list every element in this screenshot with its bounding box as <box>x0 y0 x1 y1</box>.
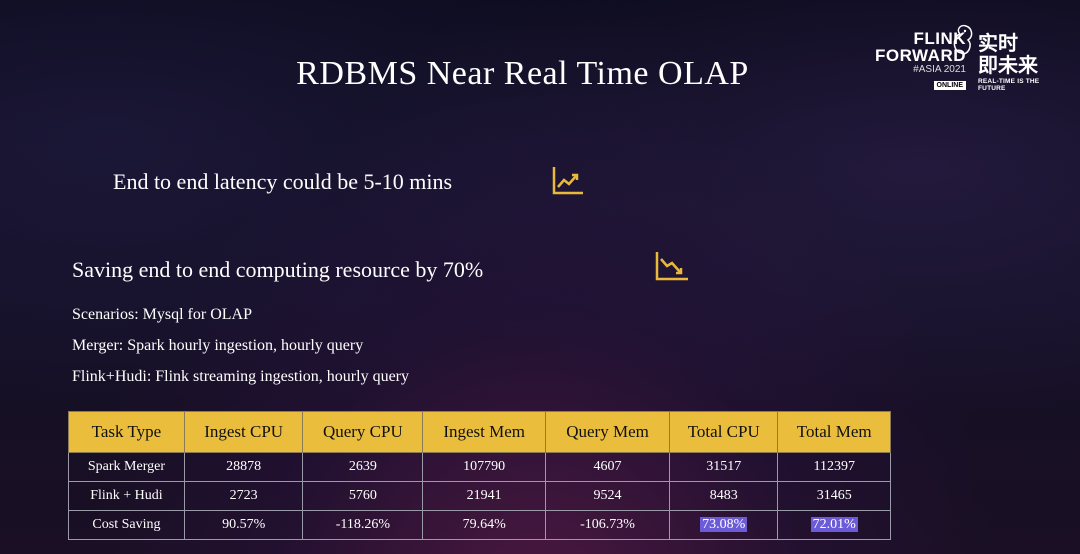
table-cell: 21941 <box>422 481 546 511</box>
flink-forward-logo: FLINK FORWARD #ASIA 2021 ONLINE <box>858 30 966 91</box>
logo-cn-line2: 即未来 <box>978 53 1038 77</box>
table-cell: 5760 <box>302 481 424 511</box>
latency-bullet: End to end latency could be 5-10 mins <box>113 169 453 194</box>
header-ingest-cpu: Ingest CPU <box>183 411 304 453</box>
header-total-mem: Total Mem <box>777 411 891 453</box>
logo-line-asia: #ASIA 2021 <box>913 64 966 75</box>
header-task-type: Task Type <box>68 411 185 453</box>
squirrel-icon <box>953 24 973 55</box>
highlighted-value: 73.08% <box>700 517 748 532</box>
logo-online-badge: ONLINE <box>933 81 966 90</box>
header-query-mem: Query Mem <box>544 411 671 453</box>
table-cell: 107790 <box>422 452 546 482</box>
table-header-row: Task Type Ingest CPU Query CPU Ingest Me… <box>68 411 891 453</box>
table-cell: 31465 <box>777 481 891 511</box>
logo-tagline: REAL-TIME IS THE FUTURE <box>978 78 1040 93</box>
highlighted-value: 72.01% <box>810 517 858 532</box>
chart-trend-down-icon <box>655 252 688 281</box>
logo-line-forward: FORWARD <box>874 46 966 65</box>
table-cell: 72.01% <box>777 510 891 540</box>
table-cell: 4607 <box>544 452 671 482</box>
resource-comparison-table: Task Type Ingest CPU Query CPU Ingest Me… <box>68 411 891 540</box>
table-cell: 2639 <box>302 452 424 482</box>
header-total-cpu: Total CPU <box>669 411 779 453</box>
table-row: Spark Merger 28878 2639 107790 4607 3151… <box>68 452 891 482</box>
table-cell: -106.73% <box>544 510 671 540</box>
merger-note: Merger: Spark hourly ingestion, hourly q… <box>72 337 364 354</box>
table-cell: Flink + Hudi <box>68 481 185 511</box>
table-cell: 73.08% <box>669 510 779 540</box>
realtime-future-logo: 实时 即未来 REAL-TIME IS THE FUTURE <box>978 32 1058 92</box>
table-cell: 8483 <box>669 481 779 511</box>
header-query-cpu: Query CPU <box>302 411 424 453</box>
logo-cn-line1: 实时 <box>978 31 1018 55</box>
flink-hudi-note: Flink+Hudi: Flink streaming ingestion, h… <box>72 368 410 385</box>
table-cell: 79.64% <box>422 510 546 540</box>
table-cell: 2723 <box>183 481 304 511</box>
table-cell: -118.26% <box>302 510 424 540</box>
table-cell: 112397 <box>777 452 891 482</box>
table-row: Cost Saving 90.57% -118.26% 79.64% -106.… <box>68 510 891 540</box>
table-cell: Spark Merger <box>68 452 185 482</box>
table-cell: 31517 <box>669 452 779 482</box>
table-cell: 90.57% <box>183 510 304 540</box>
logo-line-flink: FLINK <box>913 29 966 48</box>
saving-bullet: Saving end to end computing resource by … <box>72 257 484 282</box>
scenarios-note: Scenarios: Mysql for OLAP <box>72 306 252 323</box>
header-ingest-mem: Ingest Mem <box>422 411 546 453</box>
chart-trend-up-icon <box>552 167 583 195</box>
table-cell: 9524 <box>544 481 671 511</box>
slide-title: RDBMS Near Real Time OLAP <box>296 55 749 92</box>
table-cell: 28878 <box>183 452 304 482</box>
table-cell: Cost Saving <box>68 510 185 540</box>
table-row: Flink + Hudi 2723 5760 21941 9524 8483 3… <box>68 481 891 511</box>
